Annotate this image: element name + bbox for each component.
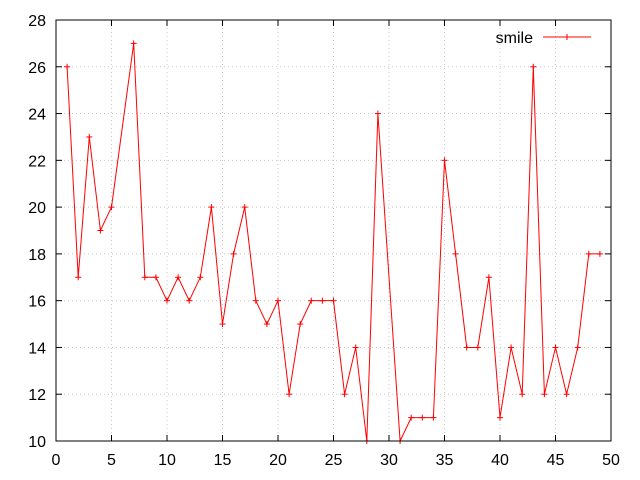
x-tick-label: 30 — [380, 452, 398, 469]
data-point-marker — [419, 414, 426, 421]
data-point-marker — [485, 274, 492, 281]
y-tick-label: 20 — [28, 200, 46, 217]
x-tick-label: 35 — [436, 452, 454, 469]
y-tick-label: 24 — [28, 107, 46, 124]
data-point-marker — [452, 250, 459, 257]
data-point-marker — [186, 297, 193, 304]
x-tick-label: 5 — [107, 452, 116, 469]
y-tick-label: 10 — [28, 434, 46, 451]
data-point-marker — [297, 321, 304, 328]
data-point-marker — [97, 227, 104, 234]
legend: smile — [496, 30, 591, 47]
data-point-marker — [596, 250, 603, 257]
legend-label-smile: smile — [496, 30, 533, 47]
x-tick-label: 45 — [547, 452, 565, 469]
x-axis-tick-labels: 0 5 10 15 20 25 30 35 40 45 50 — [52, 452, 620, 469]
y-tick-label: 12 — [28, 387, 46, 404]
data-point-marker — [286, 391, 293, 398]
y-tick-label: 16 — [28, 294, 46, 311]
data-point-marker — [519, 391, 526, 398]
data-point-marker — [530, 63, 537, 70]
y-axis-tick-labels: 10 12 14 16 18 20 22 24 26 28 — [28, 13, 46, 451]
data-point-marker — [263, 321, 270, 328]
data-point-marker — [164, 297, 170, 304]
data-point-marker — [275, 297, 281, 304]
data-point-marker — [175, 274, 182, 281]
data-point-marker — [330, 297, 337, 304]
data-point-marker — [308, 297, 315, 304]
data-point-marker — [108, 204, 115, 211]
data-point-marker — [574, 344, 581, 351]
y-tick-label: 14 — [28, 340, 46, 357]
x-tick-label: 15 — [214, 452, 232, 469]
x-tick-label: 0 — [52, 452, 61, 469]
data-point-marker — [230, 250, 237, 257]
y-tick-label: 28 — [28, 13, 46, 30]
data-point-marker — [585, 250, 592, 257]
data-point-marker — [408, 414, 415, 421]
grid-lines — [56, 20, 611, 441]
data-point-marker — [241, 204, 248, 211]
legend-marker-plus — [564, 34, 570, 40]
x-tick-label: 10 — [158, 452, 176, 469]
data-point-marker — [64, 63, 71, 70]
data-point-marker — [463, 344, 470, 351]
data-point-marker — [441, 157, 448, 164]
data-point-marker — [130, 40, 137, 47]
data-point-marker — [341, 391, 348, 398]
data-point-marker — [197, 274, 204, 281]
series-line — [66, 43, 600, 443]
x-tick-label: 20 — [269, 452, 287, 469]
data-point-marker — [219, 321, 226, 328]
data-point-marker — [141, 274, 148, 281]
x-tick-label: 50 — [602, 452, 620, 469]
data-point-marker — [430, 414, 437, 421]
data-point-marker — [497, 414, 503, 421]
data-point-marker — [541, 391, 548, 398]
data-point-marker — [552, 344, 559, 351]
data-point-marker — [474, 344, 481, 351]
y-tick-label: 26 — [28, 60, 46, 77]
y-tick-label: 22 — [28, 153, 46, 170]
data-point-marker — [208, 204, 215, 211]
data-point-marker — [508, 344, 515, 351]
y-tick-label: 18 — [28, 247, 46, 264]
x-tick-label: 25 — [325, 452, 343, 469]
data-point-marker — [86, 133, 93, 140]
data-point-marker — [352, 344, 359, 351]
data-point-marker — [374, 110, 381, 117]
data-point-marker — [563, 391, 570, 398]
data-point-marker — [75, 274, 82, 281]
data-point-marker — [319, 297, 326, 304]
axis-ticks — [55, 19, 612, 442]
x-tick-label: 40 — [491, 452, 509, 469]
data-point-marker — [152, 274, 159, 281]
data-point-marker — [252, 297, 259, 304]
